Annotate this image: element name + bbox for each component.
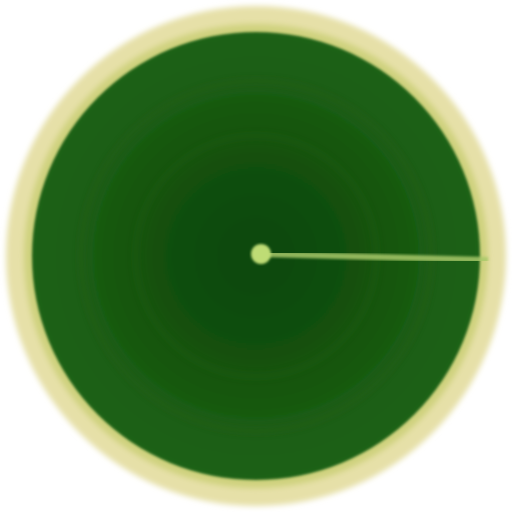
radar-center-dot [251, 244, 271, 264]
radar-sweep-line [261, 251, 489, 263]
